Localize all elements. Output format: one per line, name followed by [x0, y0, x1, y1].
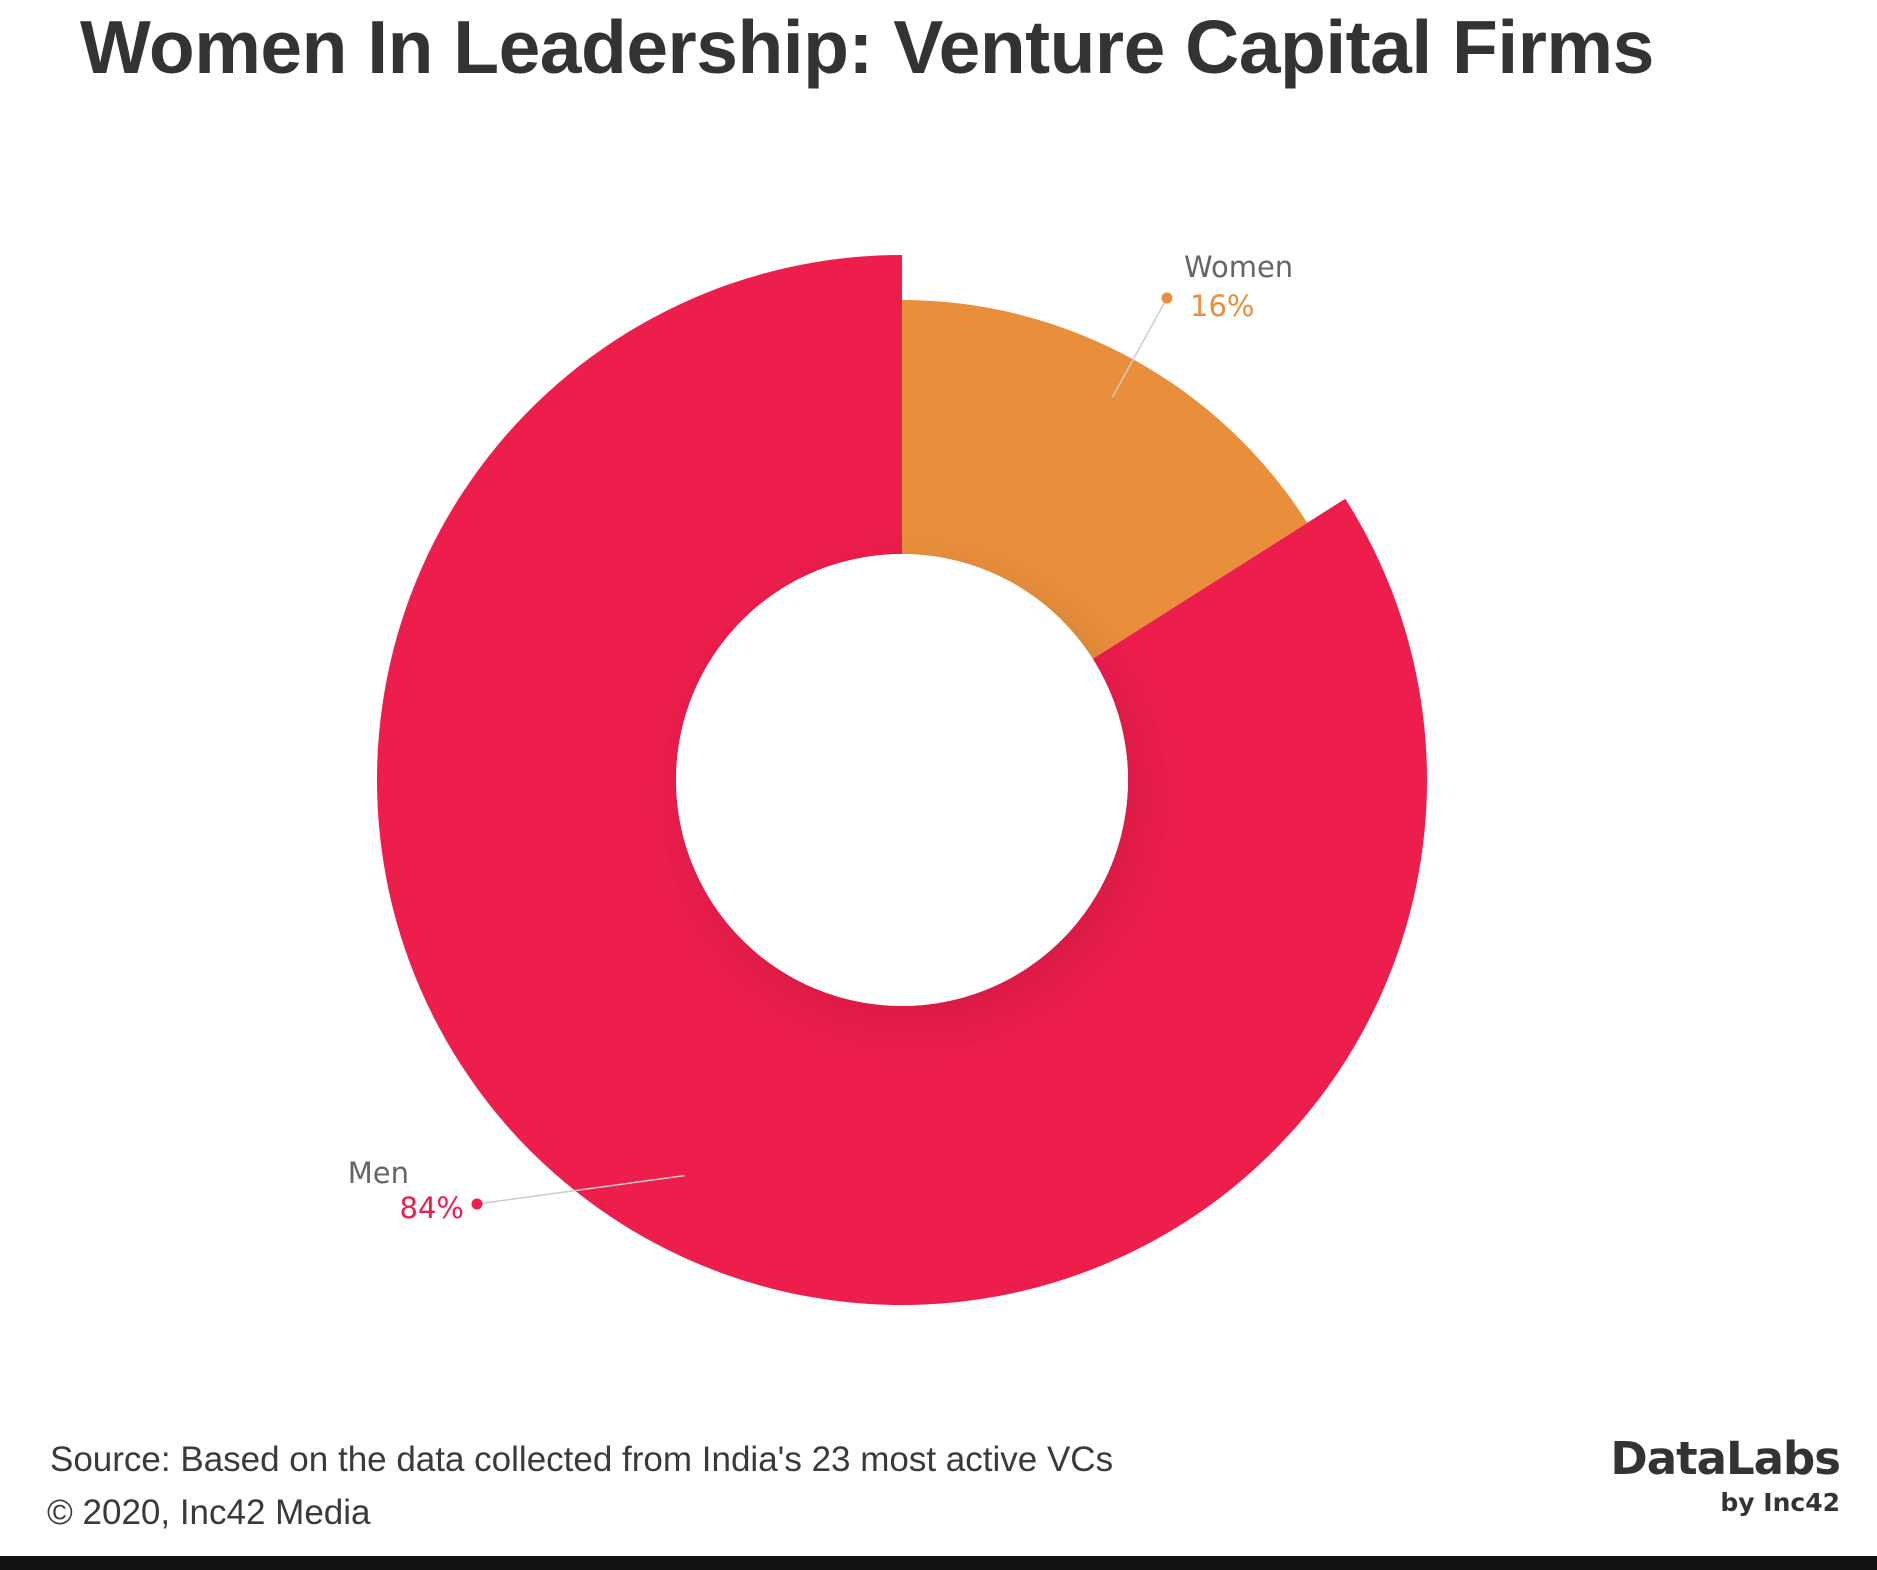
brand-logo: DataLabs by Inc42 [1560, 1432, 1841, 1522]
slice-value-men: 84% [400, 1191, 464, 1225]
slices-layer [377, 255, 1428, 1305]
slice-value-women: 16% [1190, 289, 1254, 323]
label-dot-women [1161, 292, 1173, 304]
donut-hole [676, 554, 1128, 1006]
copyright-note: © 2020, Inc42 Media [47, 1493, 371, 1532]
leader-line-men [476, 1174, 685, 1205]
brand-name: DataLabs [1610, 1432, 1841, 1485]
bottom-bar [0, 1556, 1877, 1570]
slice-label-men: Men [348, 1156, 409, 1190]
brand-byline: by Inc42 [1720, 1488, 1840, 1517]
page-title: Women In Leadership: Venture Capital Fir… [80, 5, 1654, 89]
source-note: Source: Based on the data collected from… [50, 1440, 1114, 1479]
slice-men [377, 255, 1428, 1305]
leader-line-women [1111, 297, 1168, 398]
label-dot-men [471, 1198, 483, 1210]
slice-label-women: Women [1184, 250, 1293, 284]
